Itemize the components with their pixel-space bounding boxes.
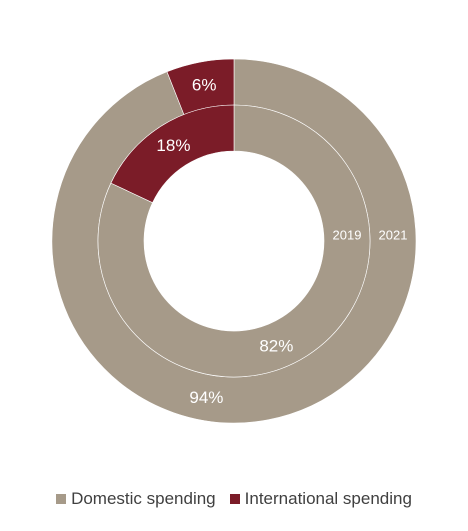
slice-2019-domestic bbox=[97, 104, 371, 378]
legend-label-international: International spending bbox=[244, 489, 412, 508]
legend-item-domestic: Domestic spending bbox=[56, 489, 216, 509]
ring-label-2019: 2019 bbox=[333, 228, 362, 243]
donut-chart-svg: 94% 6% 2021 82% 18% 2019 bbox=[51, 58, 417, 424]
chart-legend: Domestic spending International spending bbox=[0, 489, 468, 509]
data-label-2019-international: 18% bbox=[156, 136, 190, 155]
legend-item-international: International spending bbox=[229, 489, 412, 509]
ring-label-2021: 2021 bbox=[379, 228, 408, 243]
donut-chart: 94% 6% 2021 82% 18% 2019 bbox=[51, 58, 417, 424]
slice-2019-international bbox=[110, 104, 235, 204]
legend-label-domestic: Domestic spending bbox=[71, 489, 216, 508]
legend-swatch-international bbox=[229, 494, 240, 504]
legend-swatch-domestic bbox=[56, 494, 67, 504]
data-label-2021-domestic: 94% bbox=[189, 388, 223, 407]
data-label-2021-international: 6% bbox=[192, 75, 217, 94]
data-label-2019-domestic: 82% bbox=[259, 336, 293, 355]
